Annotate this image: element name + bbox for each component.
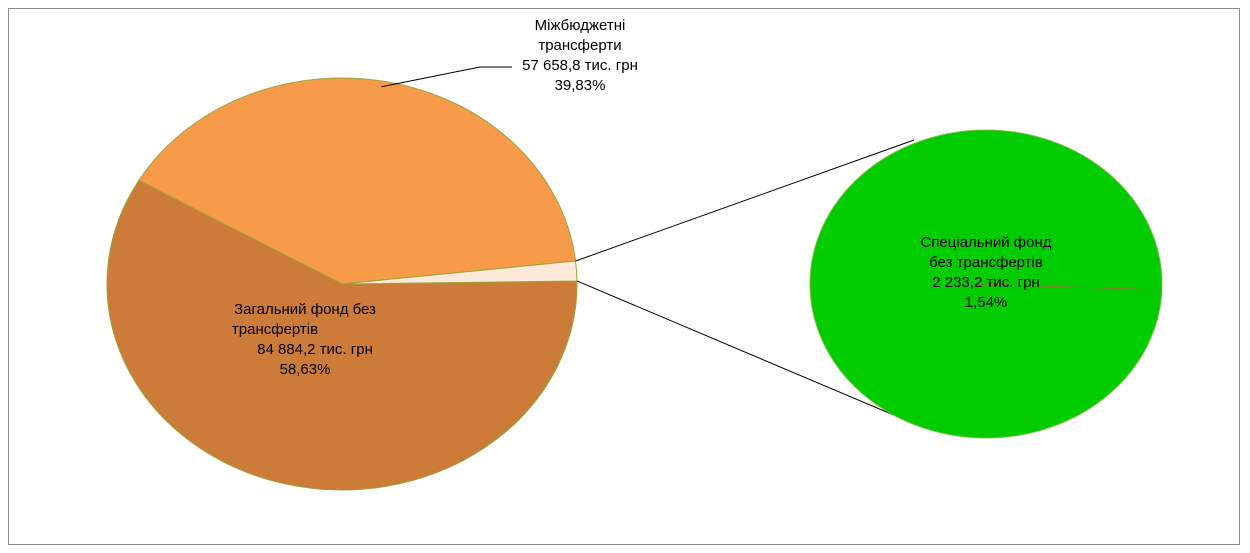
pie-of-pie-connectors — [575, 139, 915, 417]
main-pie — [106, 77, 578, 491]
leader-line-transfers — [381, 66, 512, 88]
pie-slice-1 — [138, 77, 577, 285]
pie-slice-2 — [341, 260, 578, 285]
connector-line-upper — [575, 139, 915, 262]
pie-slice-0 — [106, 179, 578, 491]
secondary-pie-radius — [975, 283, 1163, 291]
secondary-pie — [809, 129, 1163, 439]
connector-line-lower — [576, 280, 897, 417]
data-label-general-fund: Загальний фонд без трансфертів 84 884,2 … — [231, 301, 376, 378]
leader-lines — [381, 66, 512, 88]
data-label-special-fund: Спеціальний фонд без трансфертів 2 233,2… — [920, 234, 1052, 311]
data-label-transfers: Міжбюджетні трансферти 57 658,8 тис. грн… — [522, 17, 638, 94]
